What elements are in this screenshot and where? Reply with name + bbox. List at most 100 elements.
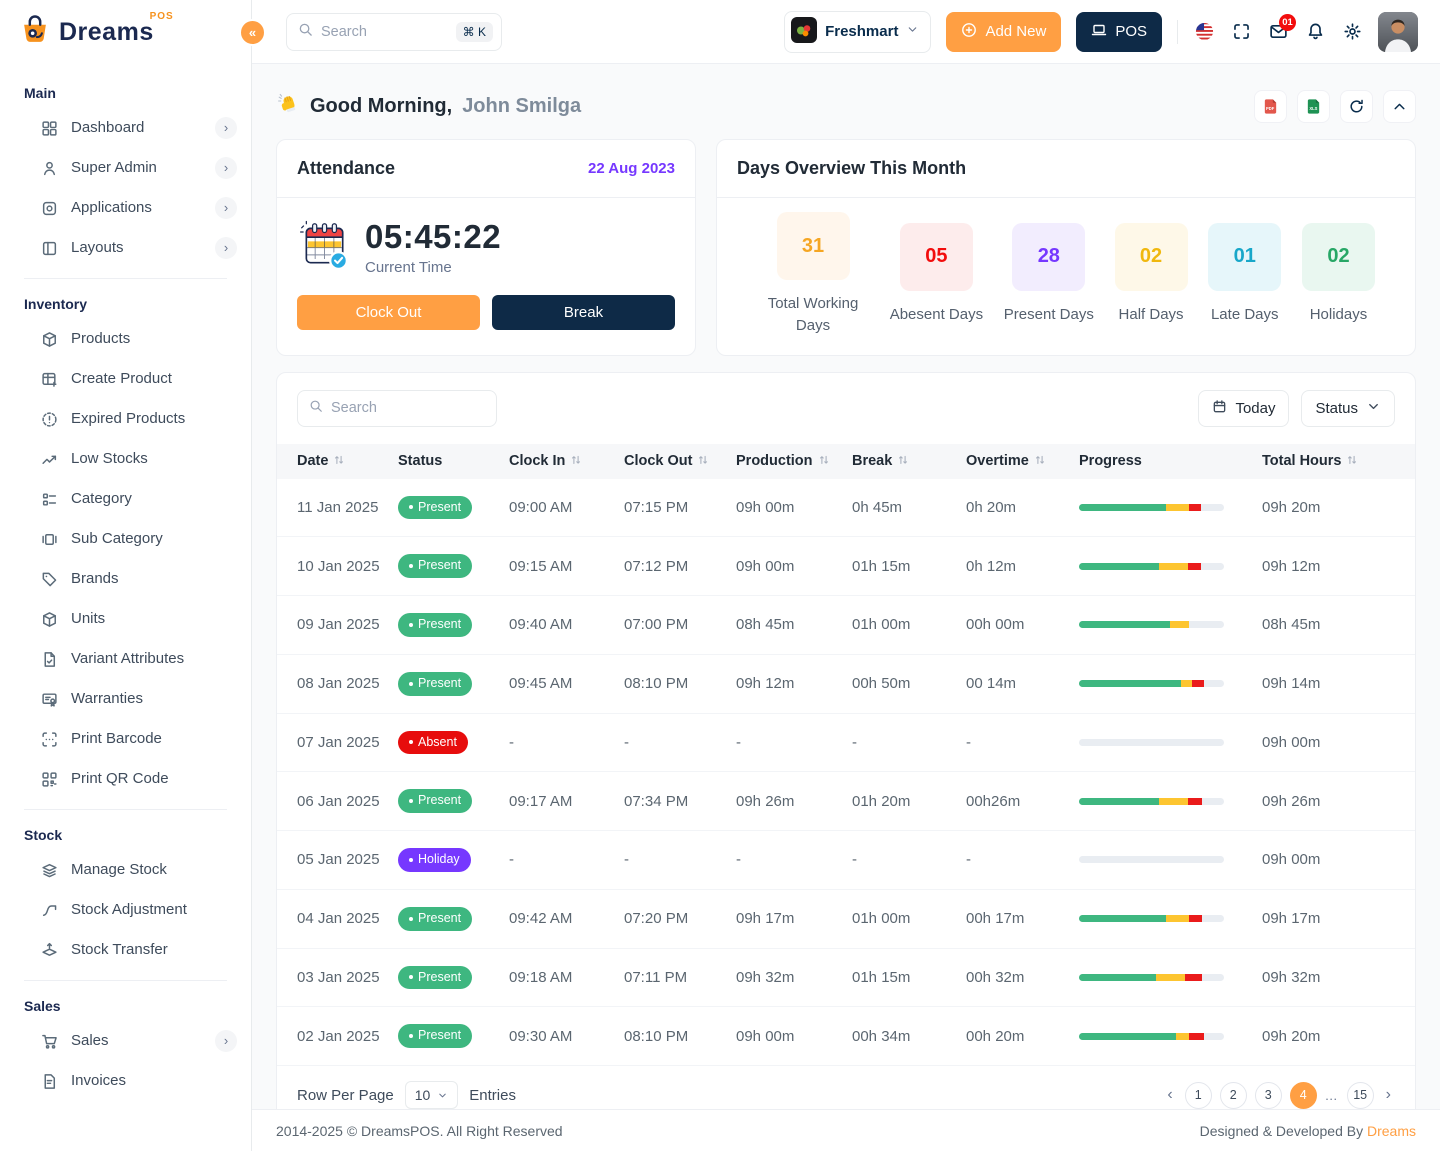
column-header-date[interactable]: Date <box>277 443 388 479</box>
pagination-page-2[interactable]: 2 <box>1219 1081 1247 1109</box>
sidebar-item-invoices[interactable]: Invoices <box>0 1061 251 1101</box>
stat-abesent-days: 05 Abesent Days <box>890 222 983 326</box>
sidebar-item-print-barcode[interactable]: Print Barcode <box>0 719 251 759</box>
sort-icon[interactable] <box>818 454 830 470</box>
refresh-button[interactable] <box>1340 90 1373 123</box>
sort-icon[interactable] <box>333 454 345 470</box>
sidebar-item-dashboard[interactable]: Dashboard › <box>0 108 251 148</box>
sidebar-item-sub-category[interactable]: Sub Category <box>0 519 251 559</box>
rows-per-page-select[interactable]: 10 <box>404 1081 459 1109</box>
fullscreen-button[interactable] <box>1230 21 1252 43</box>
sort-icon[interactable] <box>1034 454 1046 470</box>
chevron-right-icon[interactable]: › <box>215 197 237 219</box>
sidebar-collapse-button[interactable]: « <box>239 19 266 46</box>
app-logo[interactable]: Dreams POS <box>0 0 251 64</box>
user-avatar[interactable] <box>1378 11 1418 52</box>
progress-cell <box>1069 712 1252 772</box>
sidebar-item-label: Category <box>71 490 132 507</box>
status-filter-dropdown[interactable]: Status <box>1301 389 1395 427</box>
table-search-input[interactable] <box>331 400 485 416</box>
sidebar-item-layouts[interactable]: Layouts › <box>0 228 251 268</box>
clock-in-cell-value: 09:18 AM <box>509 968 573 986</box>
column-header-production[interactable]: Production <box>726 443 842 479</box>
store-selector[interactable]: Freshmart <box>784 10 932 53</box>
sidebar-item-super-admin[interactable]: Super Admin › <box>0 148 251 188</box>
overtime-cell-value: - <box>966 733 971 751</box>
global-search[interactable]: ⌘ K <box>286 12 502 51</box>
notifications-bell-button[interactable] <box>1304 21 1326 43</box>
chevron-right-icon[interactable]: › <box>215 1030 237 1052</box>
column-header-total-hours[interactable]: Total Hours <box>1252 443 1415 479</box>
break-button[interactable]: Break <box>492 295 675 330</box>
mail-button[interactable]: 01 <box>1267 13 1296 43</box>
column-header-clock-in[interactable]: Clock In <box>499 443 614 479</box>
date-cell-value: 11 Jan 2025 <box>297 498 379 516</box>
chevron-right-icon[interactable]: › <box>215 157 237 179</box>
sidebar-item-print-qr-code[interactable]: Print QR Code <box>0 759 251 799</box>
chevron-right-icon[interactable]: › <box>215 117 237 139</box>
language-flag-button[interactable] <box>1193 21 1215 43</box>
break-cell: 00h 50m <box>842 653 956 713</box>
pagination-page-1[interactable]: 1 <box>1184 1081 1212 1109</box>
sort-icon[interactable] <box>1346 454 1358 470</box>
sidebar-item-units[interactable]: Units <box>0 599 251 639</box>
pagination-page-4[interactable]: 4 <box>1289 1081 1317 1109</box>
settings-gear-button[interactable] <box>1341 21 1363 43</box>
today-filter-button[interactable]: Today <box>1198 389 1290 427</box>
pagination-next-button[interactable]: › <box>1382 1086 1395 1104</box>
sidebar-item-brands[interactable]: Brands <box>0 559 251 599</box>
sort-icon[interactable] <box>570 454 582 470</box>
pagination-page-3[interactable]: 3 <box>1254 1081 1282 1109</box>
table-row: 10 Jan 2025 Present 09:15 AM 07:12 PM 09h 00… <box>277 536 1415 596</box>
clock-in-cell-value: 09:40 AM <box>509 616 573 634</box>
date-cell: 05 Jan 2025 <box>277 830 388 890</box>
pagination-prev-button[interactable]: ‹ <box>1163 1086 1176 1104</box>
pos-button[interactable]: POS <box>1076 11 1162 52</box>
page-footer: 2014-2025 © DreamsPOS. All Right Reserve… <box>252 1109 1440 1151</box>
clock-out-cell-value: 07:00 PM <box>624 616 689 634</box>
file-check-icon <box>40 650 58 668</box>
sort-icon[interactable] <box>897 454 909 470</box>
sidebar-item-variant-attributes[interactable]: Variant Attributes <box>0 639 251 679</box>
badge-dot-icon <box>409 622 413 627</box>
add-new-button[interactable]: Add New <box>946 11 1062 52</box>
sidebar-item-stock-transfer[interactable]: Stock Transfer <box>0 930 251 970</box>
sidebar-item-sales[interactable]: Sales › <box>0 1021 251 1061</box>
pagination-page-last[interactable]: 15 <box>1346 1081 1374 1109</box>
sidebar-item-stock-adjustment[interactable]: Stock Adjustment <box>0 890 251 930</box>
sidebar-item-create-product[interactable]: Create Product <box>0 359 251 399</box>
search-input[interactable] <box>321 23 448 40</box>
column-header-overtime[interactable]: Overtime <box>956 443 1069 479</box>
export-xls-button[interactable]: XLS <box>1297 90 1330 123</box>
sidebar-item-expired-products[interactable]: Expired Products <box>0 399 251 439</box>
sidebar-item-low-stocks[interactable]: Low Stocks <box>0 439 251 479</box>
export-pdf-button[interactable]: PDF <box>1254 90 1287 123</box>
date-cell-value: 08 Jan 2025 <box>297 675 380 693</box>
sort-icon[interactable] <box>697 454 709 470</box>
sidebar-section-label: Sales <box>24 998 61 1014</box>
pagination: ‹ 1 2 3 4 … 15 › <box>1163 1081 1395 1109</box>
shopping-bag-logo-icon <box>18 13 52 52</box>
column-header-clock-out[interactable]: Clock Out <box>614 443 726 479</box>
sidebar-divider <box>24 278 227 279</box>
table-search[interactable] <box>297 389 497 427</box>
column-header-break[interactable]: Break <box>842 443 956 479</box>
collapse-panel-button[interactable] <box>1383 90 1416 123</box>
overtime-cell: 00h 00m <box>956 595 1069 655</box>
column-label: Break <box>852 452 893 469</box>
sidebar-item-products[interactable]: Products <box>0 319 251 359</box>
sidebar-item-applications[interactable]: Applications › <box>0 188 251 228</box>
status-badge: Absent <box>398 730 468 755</box>
credit-brand-link[interactable]: Dreams <box>1366 1122 1416 1139</box>
table-header-row: Date Status Clock In Clock Out Production Bre… <box>277 443 1415 479</box>
status-badge: Present <box>398 495 473 520</box>
sidebar-item-label: Manage Stock <box>71 861 167 878</box>
clock-in-cell: 09:45 AM <box>499 653 614 713</box>
status-badge-label: Present <box>418 910 462 925</box>
sidebar-item-category[interactable]: Category <box>0 479 251 519</box>
sidebar-item-manage-stock[interactable]: Manage Stock <box>0 850 251 890</box>
sidebar-item-warranties[interactable]: Warranties <box>0 679 251 719</box>
chevron-right-icon[interactable]: › <box>215 237 237 259</box>
clock-out-button[interactable]: Clock Out <box>297 295 480 330</box>
table-row: 08 Jan 2025 Present 09:45 AM 08:10 PM 09h 12… <box>277 653 1415 713</box>
